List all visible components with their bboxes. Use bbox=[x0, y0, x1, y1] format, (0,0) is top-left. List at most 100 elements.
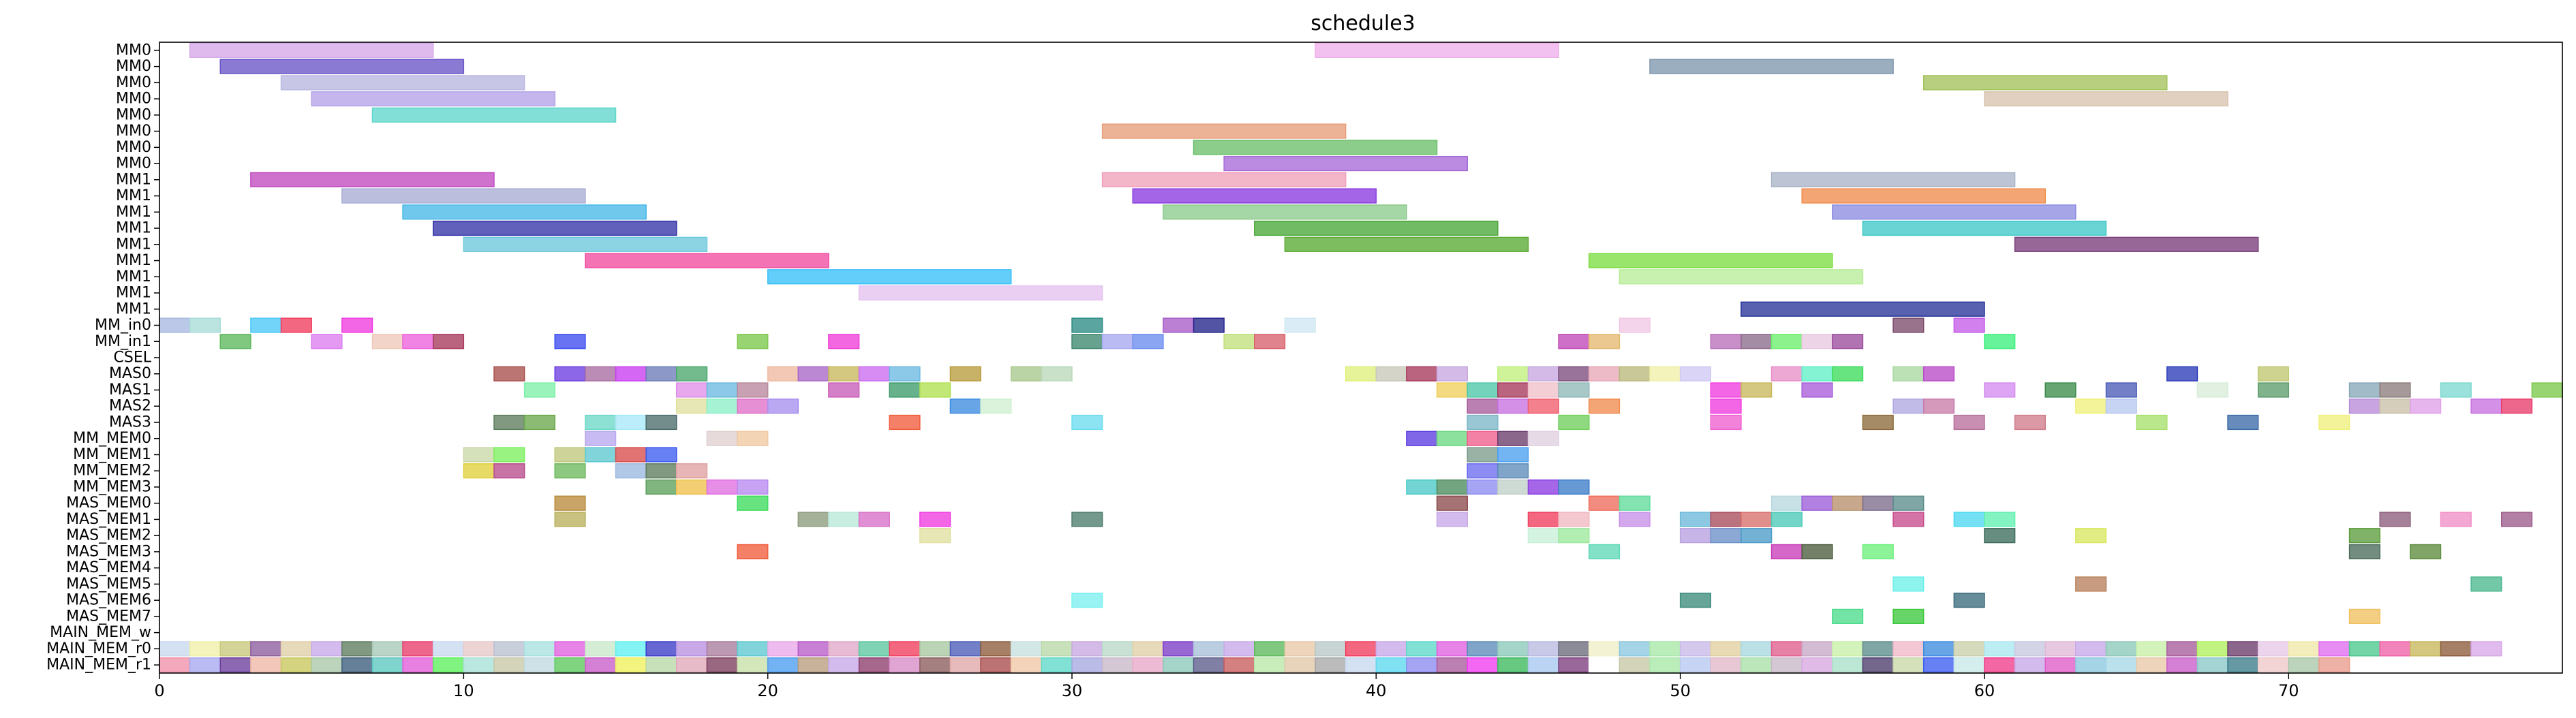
task-bar bbox=[1649, 59, 1894, 74]
task-bar bbox=[1832, 608, 1864, 625]
task-bar bbox=[1497, 431, 1529, 446]
task-bar bbox=[2257, 657, 2290, 673]
task-bar bbox=[2440, 512, 2472, 527]
task-bar bbox=[2470, 399, 2502, 414]
task-bar bbox=[1619, 512, 1651, 527]
task-bar bbox=[432, 657, 465, 673]
task-bar bbox=[1527, 512, 1559, 527]
task-bar bbox=[1619, 495, 1651, 511]
task-bar bbox=[1497, 463, 1529, 479]
task-bar bbox=[1741, 301, 1985, 317]
task-bar bbox=[1375, 366, 1407, 381]
task-bar bbox=[523, 414, 555, 431]
y-tick-label: MM0 bbox=[116, 58, 151, 75]
task-bar bbox=[1770, 544, 1803, 560]
task-bar bbox=[949, 366, 981, 381]
task-bar bbox=[1436, 431, 1468, 446]
task-bar bbox=[493, 366, 525, 381]
task-bar bbox=[1497, 382, 1529, 398]
task-bar bbox=[2227, 414, 2259, 431]
task-bar bbox=[1163, 657, 1195, 673]
task-bar bbox=[645, 414, 677, 431]
task-bar bbox=[2348, 544, 2380, 560]
task-bar bbox=[493, 463, 525, 479]
task-bar bbox=[980, 657, 1012, 673]
task-bar bbox=[311, 334, 343, 349]
task-bar bbox=[402, 657, 434, 673]
task-bar bbox=[1193, 641, 1225, 657]
task-bar bbox=[341, 657, 373, 673]
task-bar bbox=[1984, 91, 2228, 107]
task-bar bbox=[2440, 382, 2472, 398]
task-bar bbox=[1862, 641, 1894, 657]
y-tick-label: MM1 bbox=[116, 252, 151, 269]
task-bar bbox=[737, 431, 769, 446]
task-bar bbox=[1345, 366, 1377, 381]
task-bar bbox=[1497, 447, 1529, 463]
task-bar bbox=[2379, 512, 2411, 527]
task-bar bbox=[1527, 641, 1559, 657]
task-bar bbox=[1558, 657, 1590, 673]
task-bar bbox=[1315, 641, 1347, 657]
task-bar bbox=[1467, 414, 1499, 431]
task-bar bbox=[2531, 382, 2563, 398]
task-bar bbox=[706, 657, 738, 673]
task-bar bbox=[1892, 495, 1925, 511]
task-bar bbox=[797, 641, 829, 657]
task-bar bbox=[1193, 317, 1225, 333]
task-bar bbox=[1315, 42, 1559, 58]
task-bar bbox=[280, 657, 312, 673]
y-tick-label: MM_MEM1 bbox=[73, 446, 151, 463]
task-bar bbox=[767, 641, 799, 657]
y-tick-label: MM_in1 bbox=[95, 333, 151, 350]
task-bar bbox=[2288, 641, 2320, 657]
task-bar bbox=[2348, 608, 2380, 625]
task-bar bbox=[554, 657, 586, 673]
y-axis-labels: MM0MM0MM0MM0MM0MM0MM0MM0MM1MM1MM1MM1MM1M… bbox=[46, 42, 159, 674]
task-bar bbox=[889, 641, 921, 657]
task-bar bbox=[1892, 317, 1925, 333]
task-bar bbox=[1132, 334, 1164, 349]
task-bar bbox=[1710, 334, 1742, 349]
task-bar bbox=[2014, 414, 2046, 431]
task-bar bbox=[432, 641, 465, 657]
task-bar bbox=[1163, 641, 1195, 657]
task-bar bbox=[1071, 512, 1103, 527]
task-bar bbox=[2166, 657, 2198, 673]
task-bar bbox=[159, 317, 191, 333]
task-bar bbox=[1710, 641, 1742, 657]
task-bar bbox=[1132, 657, 1164, 673]
task-bar bbox=[1497, 657, 1529, 673]
chart-title: schedule3 bbox=[1310, 12, 1415, 35]
task-bar bbox=[1071, 641, 1103, 657]
task-bar bbox=[1953, 414, 1985, 431]
task-bar bbox=[828, 334, 860, 349]
y-tick-label: MM0 bbox=[116, 74, 151, 91]
task-bar bbox=[1527, 479, 1559, 495]
task-bar bbox=[1497, 366, 1529, 381]
task-bar bbox=[737, 479, 769, 495]
task-bar bbox=[2044, 657, 2076, 673]
task-bar bbox=[2105, 641, 2137, 657]
task-bar bbox=[1649, 366, 1681, 381]
task-bar bbox=[2044, 641, 2076, 657]
task-bar bbox=[280, 317, 312, 333]
task-bar bbox=[219, 59, 465, 74]
task-bar bbox=[858, 512, 890, 527]
task-bar bbox=[402, 641, 434, 657]
task-bar bbox=[1375, 641, 1407, 657]
task-bar bbox=[1497, 399, 1529, 414]
task-bar bbox=[1041, 657, 1073, 673]
task-bar bbox=[2136, 641, 2168, 657]
y-tick-label: MAS0 bbox=[109, 365, 151, 382]
task-bar bbox=[1406, 479, 1438, 495]
task-bar bbox=[2470, 641, 2502, 657]
task-bar bbox=[371, 641, 403, 657]
task-bar bbox=[280, 641, 312, 657]
task-bar bbox=[676, 479, 708, 495]
task-bar bbox=[585, 641, 617, 657]
task-bar bbox=[2227, 657, 2259, 673]
task-bar bbox=[554, 495, 586, 511]
task-bar bbox=[737, 382, 769, 398]
task-bar bbox=[1892, 576, 1925, 592]
